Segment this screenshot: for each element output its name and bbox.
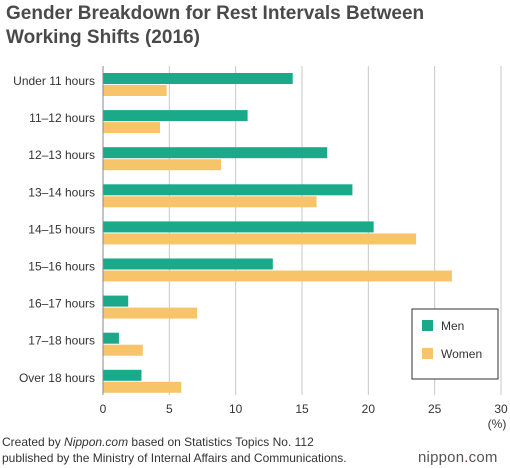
- category-label-2: 12–13 hours: [28, 148, 95, 162]
- bar-women-3: [103, 196, 317, 208]
- category-label-4: 14–15 hours: [28, 222, 95, 236]
- x-tick-10: 10: [229, 402, 243, 416]
- category-label-1: 11–12 hours: [29, 111, 95, 125]
- x-tick-0: 0: [100, 402, 107, 416]
- x-unit-label: (%): [488, 417, 507, 431]
- legend: Men Women: [411, 308, 499, 380]
- brand-dot: .: [464, 449, 469, 466]
- bar-women-8: [103, 381, 182, 393]
- bar-men-4: [103, 221, 374, 233]
- title-line-2: Working Shifts (2016): [6, 27, 200, 48]
- x-tick-25: 25: [428, 402, 442, 416]
- x-tick-5: 5: [166, 402, 173, 416]
- legend-swatch-men: [422, 320, 433, 331]
- title-line-1: Gender Breakdown for Rest Intervals Betw…: [6, 3, 425, 24]
- bar-chart: Under 11 hours 11–12 hours 12–13 hours 13–1…: [13, 66, 508, 431]
- legend-label-women: Women: [441, 347, 482, 361]
- bar-men-3: [103, 184, 353, 196]
- x-tick-labels: 0 5 10 15 20 25 30: [100, 402, 508, 416]
- brand-name: nippon: [418, 449, 465, 466]
- bar-men-5: [103, 258, 273, 270]
- bar-women-6: [103, 307, 198, 319]
- category-label-8: Over 18 hours: [19, 371, 95, 385]
- bar-men-2: [103, 147, 328, 159]
- source-suffix: based on Statistics Topics No. 112: [128, 435, 314, 449]
- category-label-0: Under 11 hours: [13, 74, 95, 88]
- x-tick-15: 15: [295, 402, 309, 416]
- source-prefix: Created by: [2, 435, 65, 449]
- category-label-6: 16–17 hours: [28, 297, 95, 311]
- category-label-5: 15–16 hours: [28, 260, 95, 274]
- legend-swatch-women: [422, 348, 433, 359]
- bar-men-1: [103, 110, 248, 122]
- source-line-2: published by the Ministry of Internal Af…: [2, 451, 347, 465]
- bar-men-6: [103, 295, 129, 307]
- legend-box: [411, 308, 499, 380]
- nippon-logo: nippon.com: [418, 449, 498, 466]
- bar-women-2: [103, 159, 222, 171]
- bar-women-1: [103, 122, 161, 134]
- bar-women-0: [103, 85, 167, 96]
- category-label-3: 13–14 hours: [28, 185, 95, 199]
- brand-suffix: com: [468, 449, 498, 466]
- bar-men-0: [103, 73, 293, 84]
- source-site: Nippon.com: [64, 435, 129, 449]
- category-label-7: 17–18 hours: [28, 334, 95, 348]
- bar-women-7: [103, 344, 143, 356]
- bars: [103, 73, 452, 393]
- x-tick-30: 30: [494, 402, 508, 416]
- source-note: Created by Nippon.com based on Statistic…: [2, 434, 382, 466]
- bar-women-5: [103, 270, 452, 282]
- x-tick-20: 20: [362, 402, 376, 416]
- bar-men-7: [103, 332, 119, 344]
- bar-women-4: [103, 233, 417, 245]
- legend-label-men: Men: [441, 319, 464, 333]
- category-labels: Under 11 hours 11–12 hours 12–13 hours 13–1…: [13, 74, 95, 385]
- chart-title: Gender Breakdown for Rest Intervals Betw…: [6, 2, 504, 50]
- bar-men-8: [103, 369, 142, 381]
